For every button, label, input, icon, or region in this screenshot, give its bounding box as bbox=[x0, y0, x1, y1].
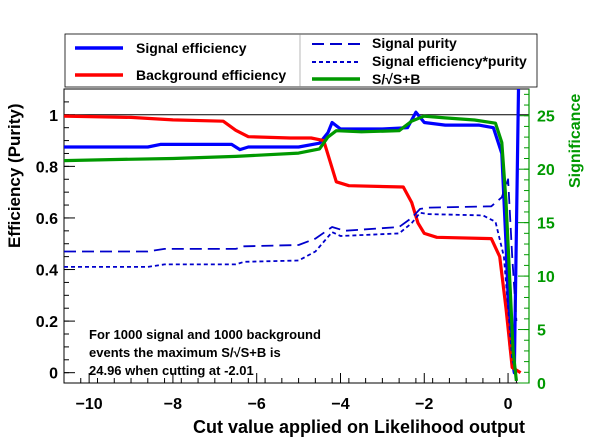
x-axis-title: Cut value applied on Likelihood output bbox=[193, 417, 525, 437]
y-tick-label: 0 bbox=[49, 366, 58, 383]
y2-tick-label: 25 bbox=[537, 109, 555, 126]
y2-axis-title: Significance bbox=[567, 94, 584, 188]
legend-label-signal-efficiency-purity: Signal efficiency*purity bbox=[372, 53, 527, 69]
annotation: For 1000 signal and 1000 background even… bbox=[89, 327, 321, 378]
series-line-background-efficiency bbox=[64, 114, 522, 375]
legend-label-signal-efficiency: Signal efficiency bbox=[136, 40, 247, 56]
series-line-signal-purity bbox=[64, 178, 518, 322]
y2-tick-label: 15 bbox=[537, 216, 555, 233]
y2-tick-label: 20 bbox=[537, 162, 555, 179]
y2-tick-label: 5 bbox=[537, 323, 546, 340]
series-line-s-s-b bbox=[64, 114, 518, 382]
legend-label-significance: S/√S+B bbox=[372, 71, 421, 87]
series-group bbox=[64, 89, 522, 382]
legend-frame bbox=[64, 33, 538, 88]
annotation-line-2: events the maximum S/√S+B is bbox=[89, 345, 281, 360]
y2-axis: 0 5 10 15 20 25 bbox=[518, 89, 555, 393]
x-tick-label: −10 bbox=[76, 396, 103, 413]
y2-tick-label: 10 bbox=[537, 269, 555, 286]
y2-tick-label: 0 bbox=[537, 376, 546, 393]
y-tick-label: 0.8 bbox=[36, 159, 58, 176]
annotation-line-1: For 1000 signal and 1000 background bbox=[89, 327, 321, 342]
legend-label-signal-purity: Signal purity bbox=[372, 35, 457, 51]
series-line-signal-efficiency-purity bbox=[64, 211, 518, 373]
x-axis: −10 −8 −6 −4 −2 0 bbox=[63, 373, 517, 413]
legend-label-background-efficiency: Background efficiency bbox=[136, 67, 286, 83]
y-axis: 0 0.2 0.4 0.6 0.8 1 bbox=[36, 88, 75, 383]
y-tick-label: 1 bbox=[49, 108, 58, 125]
legend: Signal efficiency Background efficiency … bbox=[64, 33, 538, 88]
y-tick-label: 0.4 bbox=[36, 263, 58, 280]
x-tick-label: 0 bbox=[504, 396, 513, 413]
y-tick-label: 0.6 bbox=[36, 211, 58, 228]
y-axis-title: Efficiency (Purity) bbox=[5, 103, 24, 248]
x-tick-label: −8 bbox=[164, 396, 182, 413]
x-tick-label: −4 bbox=[331, 396, 349, 413]
x-tick-label: −2 bbox=[415, 396, 433, 413]
y-tick-label: 0.2 bbox=[36, 314, 58, 331]
x-tick-label: −6 bbox=[248, 396, 266, 413]
annotation-line-3: 24.96 when cutting at -2.01 bbox=[89, 363, 254, 378]
